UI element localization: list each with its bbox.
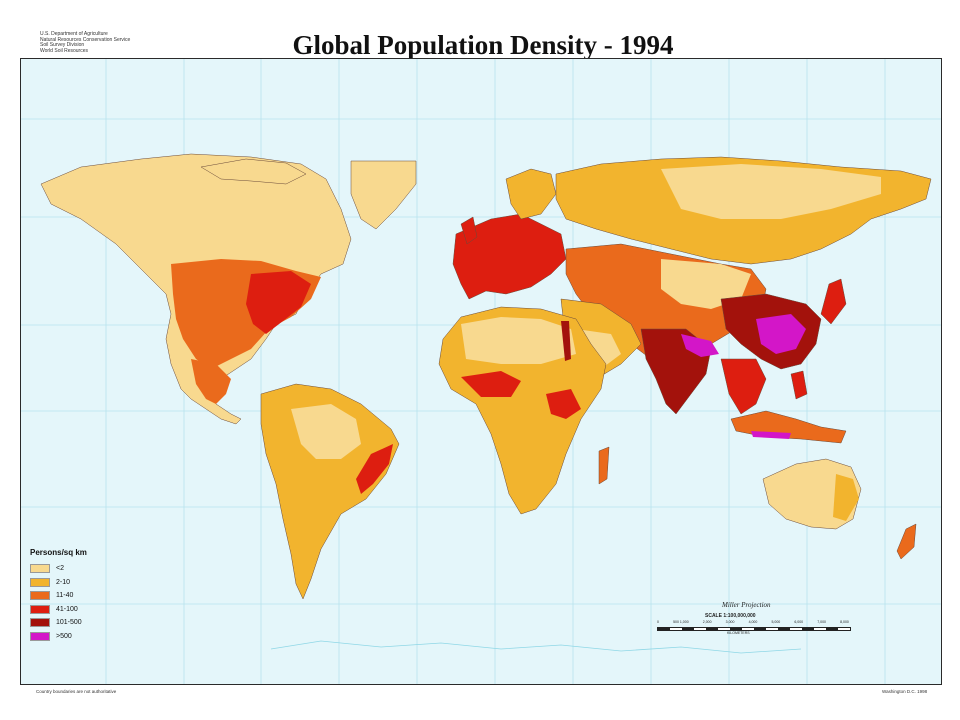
world-map — [21, 59, 941, 684]
scale-tick: 8,000 — [840, 620, 849, 624]
greenland — [350, 160, 417, 230]
scale-tick: 2,000 — [702, 620, 712, 624]
mexico — [191, 359, 231, 404]
arctic-islands — [200, 158, 307, 185]
scale-tick: 6,000 — [794, 620, 804, 624]
siberia-sparse — [661, 164, 881, 219]
legend-swatch — [30, 631, 50, 641]
legend-label: 41-100 — [56, 605, 78, 613]
legend-label: 11-40 — [56, 592, 74, 600]
mongolia-sparse — [661, 259, 751, 309]
map-title-wrap: Global Population Density - 1994 — [0, 30, 960, 61]
legend-row: 41-100 — [30, 603, 140, 617]
scale-tick: 7,000 — [817, 620, 826, 624]
philippines — [790, 370, 808, 400]
scale-line — [657, 627, 851, 631]
legend-swatch — [30, 604, 50, 614]
scale-unit: KILOMETERS — [727, 631, 750, 635]
legend-swatch — [30, 577, 50, 587]
legend-row: 2-10 — [30, 576, 140, 590]
legend-title: Persons/sq km — [30, 548, 87, 557]
new-zealand — [896, 523, 917, 560]
agency-line: World Soil Resources — [40, 47, 88, 54]
south-america — [260, 383, 400, 600]
projection-name: Miller Projection — [722, 601, 771, 609]
japan — [820, 278, 847, 325]
australia-coast — [833, 474, 859, 521]
scale-label: SCALE 1:100,000,000 — [705, 613, 756, 619]
legend-row: 101-500 — [30, 616, 140, 630]
legend-swatch — [30, 618, 50, 628]
scale-bar: 0 500 1,000 2,000 3,000 4,000 5,000 6,00… — [657, 620, 851, 635]
sahara-sparse — [461, 317, 576, 364]
java-dense — [751, 431, 791, 439]
legend: Persons/sq km <2 2-10 11-40 41-100 101-5… — [30, 548, 140, 643]
legend-row: 11-40 — [30, 589, 140, 603]
agency-line: Soil Survey Division — [40, 42, 85, 48]
legend-swatch — [30, 564, 50, 574]
brazil-coast — [356, 444, 393, 494]
footer-disclaimer: Country boundaries are not authoritative — [36, 689, 117, 694]
footer-place-date: Washington D.C. 1998 — [882, 689, 928, 694]
legend-label: 101-500 — [56, 619, 82, 627]
scale-tick: 0 — [657, 620, 659, 624]
agency-line: Natural Resources Conservation Service — [40, 36, 131, 43]
uk — [460, 216, 478, 245]
scale-tick: 3,000 — [725, 620, 735, 624]
scandinavia — [505, 168, 557, 220]
legend-label: 2-10 — [56, 578, 71, 586]
scale-tick: 500 1,000 — [673, 620, 689, 624]
madagascar — [598, 446, 610, 485]
legend-label: >500 — [56, 632, 72, 640]
nile — [561, 321, 571, 361]
west-africa-dense — [461, 371, 521, 397]
map-title: Global Population Density - 1994 — [292, 30, 674, 60]
legend-swatch — [30, 591, 50, 601]
agency-credit: U.S. Department of Agriculture Natural R… — [40, 31, 131, 54]
scale-tick: 5,000 — [771, 620, 781, 624]
se-asia — [720, 358, 767, 415]
map-frame — [20, 58, 942, 685]
ganges-dense — [681, 334, 719, 357]
scale-tick: 4,000 — [748, 620, 758, 624]
amazon-sparse — [291, 404, 361, 459]
agency-line: U.S. Department of Agriculture — [40, 31, 108, 37]
china-dense — [756, 314, 806, 354]
antarctica-coast — [270, 640, 802, 654]
legend-row: >500 — [30, 630, 140, 644]
legend-row: <2 — [30, 562, 140, 576]
scale-ticks: 0 500 1,000 2,000 3,000 4,000 5,000 6,00… — [657, 620, 849, 624]
usa-east — [246, 271, 311, 334]
great-lakes-dense — [546, 389, 581, 419]
legend-label: <2 — [56, 565, 64, 573]
